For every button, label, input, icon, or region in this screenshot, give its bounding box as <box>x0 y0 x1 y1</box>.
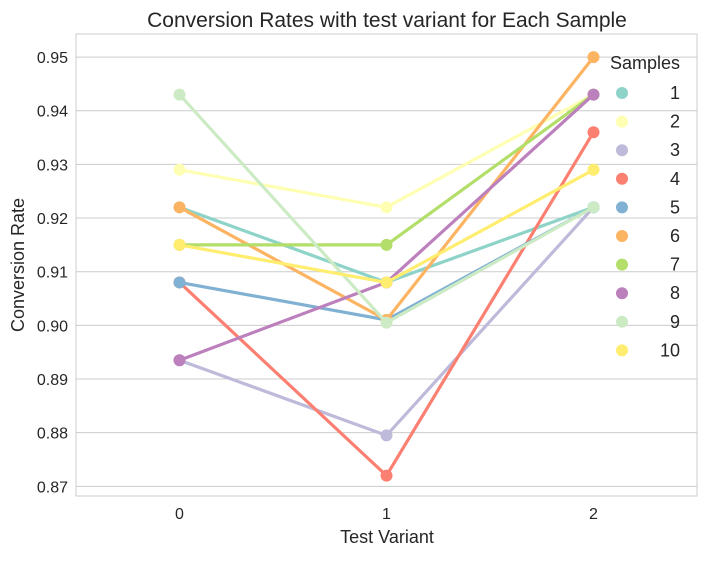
legend-marker <box>616 344 628 357</box>
legend-item: 1 <box>616 83 680 103</box>
legend-marker <box>616 172 628 185</box>
legend-label: 10 <box>660 340 680 360</box>
legend-item: 10 <box>616 340 680 360</box>
legend-marker <box>616 258 628 271</box>
y-tick-label: 0.89 <box>37 372 68 389</box>
legend-item: 4 <box>616 169 680 189</box>
legend-item: 5 <box>616 197 680 217</box>
chart-title: Conversion Rates with test variant for E… <box>147 9 627 32</box>
data-point <box>380 201 393 214</box>
x-tick-labels: 0 1 2 <box>175 506 598 523</box>
y-axis-label: Conversion Rate <box>8 198 28 332</box>
legend-item: 6 <box>616 226 680 246</box>
data-point <box>173 238 186 251</box>
legend-label: 5 <box>670 197 680 217</box>
data-point <box>173 163 186 176</box>
data-point <box>173 201 186 214</box>
legend-label: 6 <box>670 226 680 246</box>
legend-marker <box>616 201 628 214</box>
plot-area-background <box>76 34 697 496</box>
y-tick-label: 0.92 <box>37 211 68 228</box>
legend-item: 9 <box>616 312 680 332</box>
y-tick-labels: 0.87 0.88 0.89 0.90 0.91 0.92 0.93 0.94 0.95 <box>37 50 68 496</box>
data-point <box>173 276 186 289</box>
legend-item: 8 <box>616 283 680 303</box>
legend-title: Samples <box>610 53 680 73</box>
legend-marker <box>616 115 628 128</box>
y-tick-label: 0.88 <box>37 426 68 443</box>
x-tick-label: 0 <box>175 506 184 523</box>
series-lines <box>173 51 600 482</box>
y-tick-label: 0.93 <box>37 157 68 174</box>
legend: Samples 1 2 3 4 5 6 7 8 9 10 <box>610 53 680 360</box>
legend-marker <box>616 144 628 157</box>
data-point <box>587 126 600 139</box>
x-axis-label: Test Variant <box>340 527 434 547</box>
series-9 <box>173 88 600 329</box>
y-tick-label: 0.90 <box>37 318 68 335</box>
data-point <box>380 316 393 329</box>
y-tick-label: 0.91 <box>37 265 68 282</box>
data-point <box>380 276 393 289</box>
legend-marker <box>616 230 628 242</box>
x-tick-label: 2 <box>589 506 598 523</box>
legend-item: 7 <box>616 255 680 275</box>
legend-label: 2 <box>670 112 680 132</box>
legend-marker <box>616 87 628 99</box>
legend-item: 3 <box>616 140 680 160</box>
plot-frame <box>75 33 698 497</box>
data-point <box>380 429 393 442</box>
data-point <box>380 238 393 251</box>
y-tick-label: 0.94 <box>37 104 68 121</box>
y-tick-label: 0.95 <box>37 50 68 67</box>
series-10 <box>173 163 600 289</box>
legend-label: 9 <box>670 312 680 332</box>
legend-marker <box>616 287 628 300</box>
data-point <box>587 51 600 64</box>
data-point <box>587 201 600 214</box>
legend-label: 1 <box>670 83 680 103</box>
y-tick-label: 0.87 <box>37 479 68 496</box>
legend-item: 2 <box>616 112 680 132</box>
data-point <box>587 88 600 101</box>
data-point <box>173 88 186 101</box>
data-point <box>380 469 393 482</box>
data-point <box>587 163 600 176</box>
legend-label: 7 <box>670 255 680 275</box>
x-tick-label: 1 <box>382 506 391 523</box>
legend-label: 4 <box>670 169 680 189</box>
legend-label: 3 <box>670 140 680 160</box>
legend-label: 8 <box>670 283 680 303</box>
legend-marker <box>616 315 628 328</box>
data-point <box>173 354 186 367</box>
